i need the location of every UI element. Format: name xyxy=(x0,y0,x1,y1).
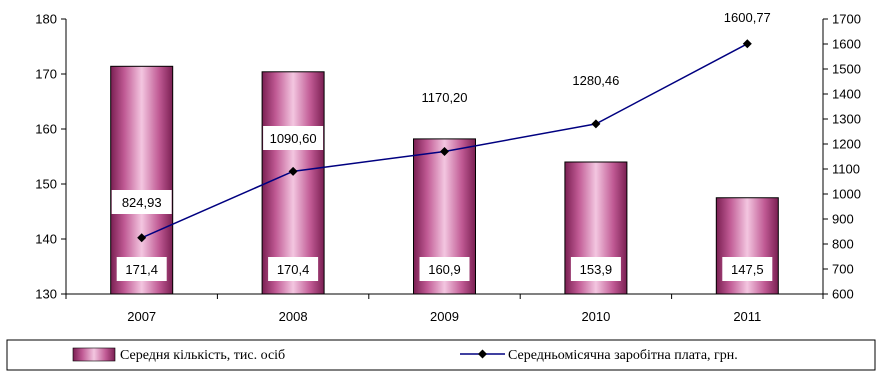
bar-2008 xyxy=(261,71,325,295)
line-value-label-box xyxy=(111,190,172,214)
bar-value-label-box xyxy=(268,257,319,281)
right-tick-label: 1700 xyxy=(832,12,861,27)
right-tick-label: 1600 xyxy=(832,37,861,52)
legend: Середня кількість, тис. осіб Середньоміся… xyxy=(6,339,876,371)
right-tick-label: 1200 xyxy=(832,137,861,152)
legend-box xyxy=(6,339,876,371)
right-tick-label: 800 xyxy=(832,237,854,252)
right-tick-label: 1300 xyxy=(832,112,861,127)
bar-value-label-box xyxy=(116,257,167,281)
x-tick-label: 2009 xyxy=(430,309,459,324)
right-tick-label: 1000 xyxy=(832,187,861,202)
right-tick-label: 600 xyxy=(832,287,854,302)
right-tick-label: 1400 xyxy=(832,87,861,102)
salary-point xyxy=(742,39,752,49)
right-tick-label: 700 xyxy=(832,262,854,277)
legend-line-label: Середньомісячна заробітна плата, грн. xyxy=(508,348,738,363)
left-tick-label: 160 xyxy=(35,122,57,137)
salary-point xyxy=(137,233,147,243)
left-tick-label: 130 xyxy=(35,287,57,302)
right-tick-label: 1100 xyxy=(832,162,860,177)
legend-bar-swatch xyxy=(72,347,116,362)
data-labels-layer: 171,4 170,4 160,9 153,9 147,5 824,93 1090,60 11… xyxy=(111,10,773,281)
bar-2007 xyxy=(110,65,174,295)
salary-point xyxy=(440,146,449,156)
x-tick-label: 2008 xyxy=(279,309,308,324)
line-value-label: 1170,20 xyxy=(421,90,467,105)
bar-value-label-box xyxy=(419,257,470,281)
x-tick-label: 2011 xyxy=(733,309,761,324)
bar-value-label: 160,9 xyxy=(428,262,461,277)
right-tick-label: 1500 xyxy=(832,62,861,77)
line-value-label: 1600,77 xyxy=(724,10,771,25)
right-tick-label: 900 xyxy=(832,212,854,227)
x-tick-label: 2007 xyxy=(127,309,156,324)
left-tick-label: 180 xyxy=(35,12,57,27)
bar-value-label: 153,9 xyxy=(580,262,613,277)
line-value-label-box xyxy=(263,126,324,150)
bar-value-label: 171,4 xyxy=(125,262,158,277)
salary-point xyxy=(591,119,601,129)
x-tick-label: 2010 xyxy=(581,309,610,324)
axes-layer: 130 140 150 160 170 180 600 700 800 900 1000 1100 12… xyxy=(35,12,861,325)
line-value-label: 824,93 xyxy=(122,195,162,210)
legend-bar-label: Середня кількість, тис. осіб xyxy=(120,348,285,363)
line-layer xyxy=(137,39,752,243)
bar-value-label-box xyxy=(722,257,773,281)
left-tick-label: 170 xyxy=(35,67,57,82)
left-tick-label: 140 xyxy=(35,232,57,247)
line-value-label: 1090,60 xyxy=(270,131,317,146)
left-tick-label: 150 xyxy=(35,177,57,192)
bar-value-label: 147,5 xyxy=(731,262,764,277)
bar-value-label: 170,4 xyxy=(277,262,310,277)
salary-point xyxy=(288,166,298,176)
legend-line-marker xyxy=(478,349,487,359)
line-value-label: 1280,46 xyxy=(572,73,619,88)
bar-value-label-box xyxy=(570,257,621,281)
